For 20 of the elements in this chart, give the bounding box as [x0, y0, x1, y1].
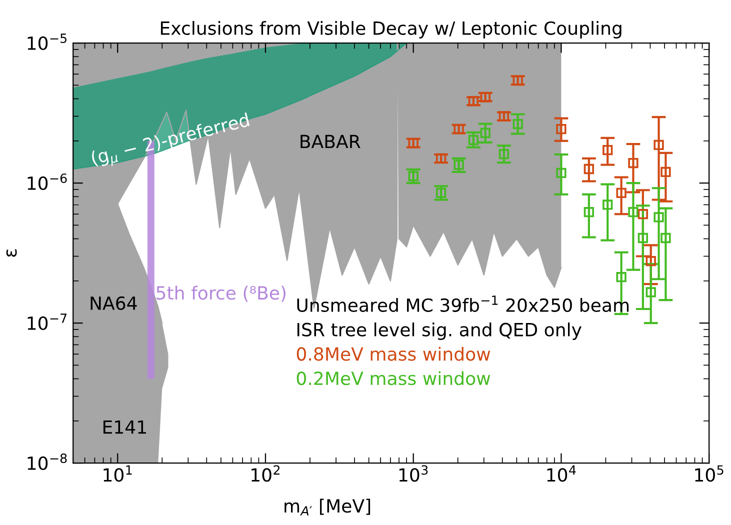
annotation: E141: [103, 420, 146, 434]
y-tick-label: 10$^{−6}$: [28, 173, 67, 190]
text: 0.2MeV mass window: [296, 371, 490, 386]
y-tick-label: 10$^{−8}$: [28, 453, 67, 470]
x-tick-label: 10$^{5}$: [695, 465, 724, 482]
x-tick-label: 10$^{3}$: [399, 465, 428, 482]
x-tick-label: 10$^{1}$: [104, 465, 132, 482]
x-tick-label: 10$^{2}$: [252, 465, 280, 482]
x-axis-title: m$_{A′}$ [MeV]: [284, 498, 370, 516]
text: 0.8MeV mass window: [296, 346, 490, 361]
annotation: BABAR: [300, 134, 360, 148]
annotation: (g$_{μ}$ − 2)-preferred: [90, 112, 251, 170]
y-tick-label: 10$^{−7}$: [28, 314, 67, 330]
annotation: NA64: [90, 296, 137, 310]
x-tick-label: 10$^{4}$: [547, 465, 576, 482]
y-tick-label: 10$^{−5}$: [28, 34, 66, 50]
annotation: ISR tree level sig. and QED only: [297, 322, 582, 340]
y-axis-title: ε: [6, 249, 17, 257]
chart-title: Exclusions from Visible Decay w/ Leptonic Coupling: [160, 20, 622, 38]
series-label: 5th force (⁸Be): [156, 286, 286, 302]
